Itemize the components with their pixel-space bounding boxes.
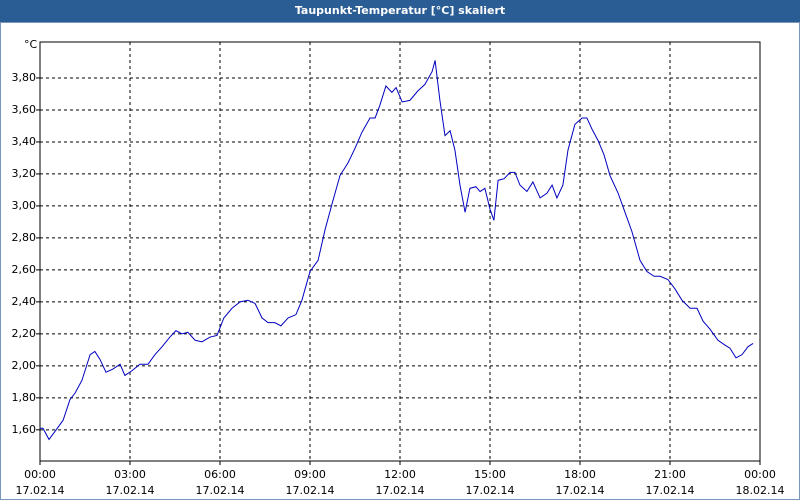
x-tick-date: 17.02.14: [376, 484, 425, 497]
x-tick-label: 00:00: [24, 468, 56, 481]
x-tick-label: 15:00: [474, 468, 506, 481]
x-tick-date: 17.02.14: [286, 484, 335, 497]
x-tick-label: 09:00: [294, 468, 326, 481]
chart: °C 1,60 1,80 2,00 2,20 2,40 2,60 2,80 3,00 3,20 3…: [0, 22, 800, 500]
y-tick-label: 3,60: [12, 103, 37, 116]
x-tick-label: 12:00: [384, 468, 416, 481]
y-tick-label: 2,00: [12, 359, 37, 372]
x-tick-label: 03:00: [114, 468, 146, 481]
x-tick-date: 17.02.14: [646, 484, 695, 497]
x-tick-label: 00:00: [744, 468, 776, 481]
plot-area: [39, 41, 761, 462]
x-tick-date: 18.02.14: [736, 484, 785, 497]
y-tick-label: 3,20: [12, 167, 37, 180]
x-tick-date: 17.02.14: [196, 484, 245, 497]
x-tick-date: 17.02.14: [16, 484, 65, 497]
y-axis-label: °C: [24, 38, 38, 51]
y-tick-label: 1,60: [12, 423, 37, 436]
x-tick-date: 17.02.14: [556, 484, 605, 497]
y-tick-label: 1,80: [12, 391, 37, 404]
y-tick-label: 2,60: [12, 263, 37, 276]
y-tick-label: 2,40: [12, 295, 37, 308]
x-tick-label: 21:00: [654, 468, 686, 481]
x-tick-label: 06:00: [204, 468, 236, 481]
y-tick-label: 2,80: [12, 231, 37, 244]
x-tick-label: 18:00: [564, 468, 596, 481]
y-tick-label: 2,20: [12, 327, 37, 340]
data-line: [40, 60, 754, 441]
y-tick-label: 3,80: [12, 71, 37, 84]
x-tick-date: 17.02.14: [106, 484, 155, 497]
chart-title: Taupunkt-Temperatur [°C] skaliert: [0, 0, 800, 22]
y-tick-label: 3,40: [12, 135, 37, 148]
y-tick-label: 3,00: [12, 199, 37, 212]
x-tick-date: 17.02.14: [466, 484, 515, 497]
